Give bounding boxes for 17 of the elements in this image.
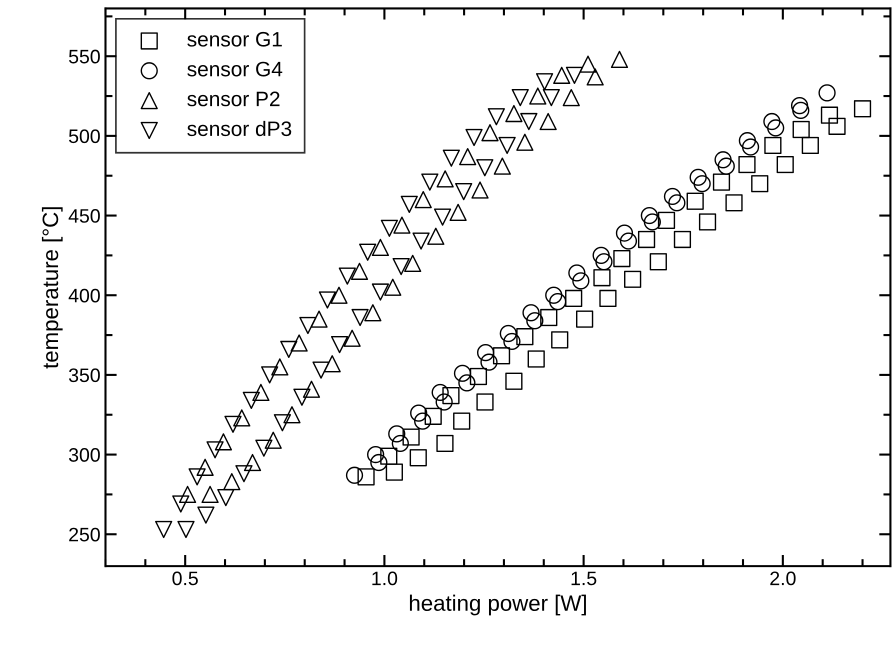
legend-label: sensor G1: [187, 32, 282, 47]
y-tick-label: 350: [68, 368, 100, 382]
y-axis-title: temperature [°C]: [42, 207, 63, 369]
legend-label: sensor dP3: [187, 120, 292, 136]
y-tick-label: 400: [68, 288, 100, 302]
y-tick-label: 450: [68, 209, 100, 223]
x-tick-label: 1.5: [572, 572, 596, 586]
x-tick-label: 1.0: [372, 572, 398, 586]
y-tick-label: 300: [68, 448, 100, 462]
legend-label: sensor G4: [187, 62, 282, 76]
x-tick-label: 0.5: [172, 572, 198, 586]
x-axis-title: heating power [W]: [410, 594, 586, 616]
legend-label: sensor P2: [187, 92, 280, 106]
y-tick-label: 550: [68, 50, 100, 64]
y-tick-label: 500: [68, 129, 100, 144]
x-tick-label: 2.0: [770, 572, 796, 586]
y-tick-label: 250: [69, 528, 100, 542]
